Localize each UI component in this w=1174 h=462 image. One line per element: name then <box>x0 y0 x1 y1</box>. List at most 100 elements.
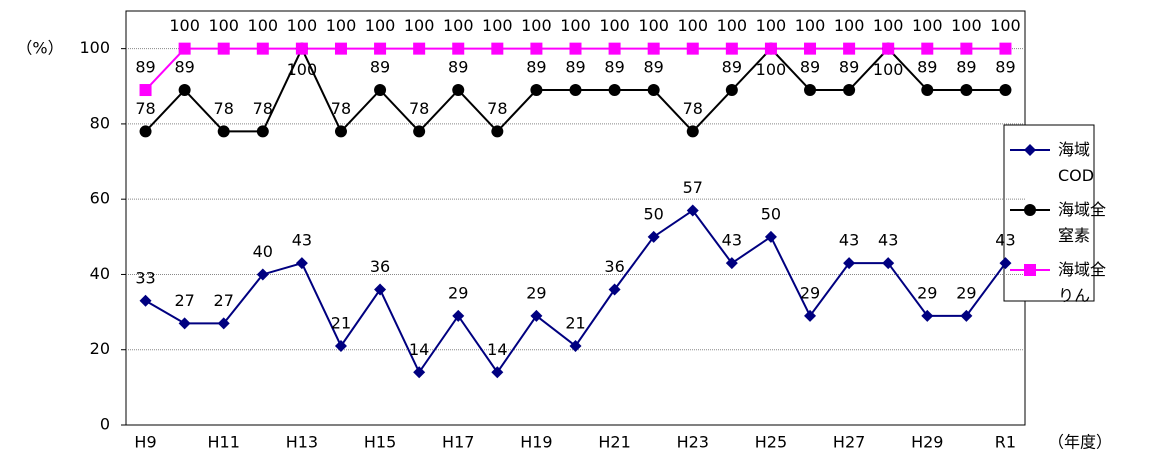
marker <box>178 84 191 97</box>
marker <box>1024 144 1036 156</box>
data-label: 89 <box>135 58 155 77</box>
data-label: 89 <box>370 58 390 77</box>
data-label: 43 <box>292 231 312 250</box>
marker <box>413 366 426 379</box>
data-label: 50 <box>643 204 663 223</box>
data-label: 89 <box>722 58 742 77</box>
marker <box>413 125 426 138</box>
marker <box>804 309 817 322</box>
data-label: 100 <box>326 16 357 35</box>
marker <box>725 84 738 97</box>
data-label: 89 <box>917 58 937 77</box>
marker <box>452 42 465 55</box>
data-label: 89 <box>174 58 194 77</box>
y-tick-label: 100 <box>79 38 110 57</box>
data-label: 100 <box>912 16 943 35</box>
marker <box>139 125 152 138</box>
data-label: 100 <box>638 16 669 35</box>
marker <box>452 309 465 322</box>
data-label: 78 <box>135 99 155 118</box>
data-label: 100 <box>208 16 239 35</box>
data-label: 57 <box>683 178 703 197</box>
data-label: 89 <box>526 58 546 77</box>
marker <box>295 42 308 55</box>
data-label: 21 <box>565 313 585 332</box>
data-label: 33 <box>135 268 155 287</box>
marker <box>804 42 817 55</box>
marker <box>960 309 973 322</box>
data-label: 14 <box>487 340 507 359</box>
marker <box>217 125 230 138</box>
marker <box>139 84 152 97</box>
marker <box>374 84 387 97</box>
data-label: 100 <box>443 16 474 35</box>
marker <box>764 42 777 55</box>
x-axis-label: （年度） <box>1048 433 1112 452</box>
data-label: 89 <box>800 58 820 77</box>
data-label: 43 <box>995 231 1015 250</box>
marker <box>569 42 582 55</box>
data-label: 100 <box>951 16 982 35</box>
x-tick-label: H9 <box>134 433 156 452</box>
data-label: 36 <box>370 257 390 276</box>
marker <box>374 283 387 296</box>
marker <box>334 125 347 138</box>
data-label: 100 <box>287 60 318 79</box>
y-tick-label: 80 <box>90 113 110 132</box>
marker <box>764 230 777 243</box>
data-label: 36 <box>604 257 624 276</box>
marker <box>882 257 895 270</box>
marker <box>295 257 308 270</box>
data-label: 29 <box>917 283 937 302</box>
data-label: 29 <box>448 283 468 302</box>
marker <box>960 42 973 55</box>
marker <box>569 84 582 97</box>
data-label: 78 <box>253 99 273 118</box>
x-tick-label: H21 <box>598 433 630 452</box>
marker <box>921 42 934 55</box>
x-tick-label: H27 <box>833 433 865 452</box>
marker <box>1024 264 1036 276</box>
x-tick-label: H25 <box>755 433 787 452</box>
data-label: 40 <box>253 242 273 261</box>
marker <box>921 84 934 97</box>
marker <box>725 257 738 270</box>
data-label: 100 <box>834 16 865 35</box>
marker <box>256 125 269 138</box>
data-label: 100 <box>990 16 1021 35</box>
data-label: 100 <box>756 60 787 79</box>
data-label: 78 <box>487 99 507 118</box>
data-label: 100 <box>404 16 435 35</box>
data-label: 27 <box>214 291 234 310</box>
x-tick-label: H13 <box>286 433 318 452</box>
data-label: 29 <box>800 283 820 302</box>
marker <box>804 84 817 97</box>
data-label: 78 <box>331 99 351 118</box>
marker <box>530 84 543 97</box>
marker <box>413 42 426 55</box>
data-label: 100 <box>169 16 200 35</box>
marker <box>608 42 621 55</box>
marker <box>530 42 543 55</box>
marker <box>256 42 269 55</box>
x-tick-label: H17 <box>442 433 474 452</box>
x-tick-label: H11 <box>208 433 240 452</box>
marker <box>999 84 1012 97</box>
data-label: 100 <box>287 16 318 35</box>
marker <box>178 317 191 330</box>
data-label: 100 <box>717 16 748 35</box>
data-label: 100 <box>521 16 552 35</box>
data-label: 50 <box>761 204 781 223</box>
marker <box>686 204 699 217</box>
marker <box>178 42 191 55</box>
data-label: 89 <box>565 58 585 77</box>
data-label: 89 <box>995 58 1015 77</box>
marker <box>843 42 856 55</box>
data-label: 100 <box>677 16 708 35</box>
marker <box>647 230 660 243</box>
marker <box>686 125 699 138</box>
marker <box>452 84 465 97</box>
y-tick-label: 60 <box>90 189 110 208</box>
data-label: 78 <box>683 99 703 118</box>
